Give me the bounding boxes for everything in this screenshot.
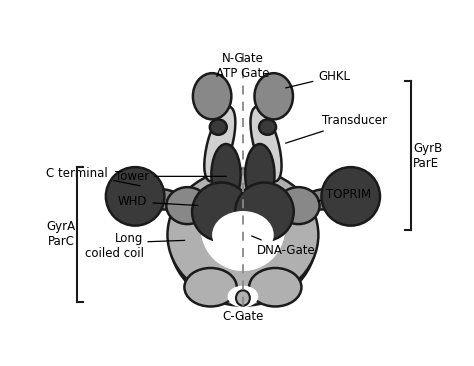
Text: GyrA
ParC: GyrA ParC [46, 220, 75, 249]
Ellipse shape [147, 189, 181, 210]
Circle shape [321, 167, 380, 226]
Ellipse shape [236, 290, 250, 306]
Text: TOPRIM: TOPRIM [318, 187, 371, 201]
Ellipse shape [277, 187, 319, 224]
Ellipse shape [166, 187, 209, 224]
Ellipse shape [170, 175, 316, 306]
Ellipse shape [305, 189, 339, 210]
Ellipse shape [193, 73, 231, 119]
Text: N-Gate
ATP Gate: N-Gate ATP Gate [216, 52, 270, 80]
Text: Transducer: Transducer [286, 115, 387, 143]
Ellipse shape [228, 286, 258, 307]
Text: GHKL: GHKL [286, 70, 350, 88]
Ellipse shape [250, 107, 282, 181]
Ellipse shape [167, 169, 319, 301]
Ellipse shape [184, 268, 237, 306]
Ellipse shape [210, 119, 227, 135]
Text: Tower: Tower [115, 170, 226, 183]
Text: DNA-Gate: DNA-Gate [252, 236, 316, 257]
Circle shape [106, 167, 164, 226]
Text: GyrB
ParE: GyrB ParE [413, 142, 442, 169]
Text: WHD: WHD [118, 195, 198, 208]
Text: Long
coiled coil: Long coiled coil [84, 232, 144, 259]
Ellipse shape [204, 107, 236, 181]
Ellipse shape [212, 211, 273, 259]
Ellipse shape [201, 190, 285, 267]
Ellipse shape [249, 268, 301, 306]
Ellipse shape [245, 144, 274, 206]
Circle shape [192, 183, 251, 241]
Ellipse shape [259, 119, 276, 135]
Ellipse shape [201, 190, 284, 271]
Ellipse shape [211, 144, 241, 206]
Text: C-Gate: C-Gate [222, 310, 264, 323]
Circle shape [235, 183, 294, 241]
Ellipse shape [213, 212, 273, 258]
Ellipse shape [255, 73, 293, 119]
Text: C terminal: C terminal [46, 167, 140, 186]
